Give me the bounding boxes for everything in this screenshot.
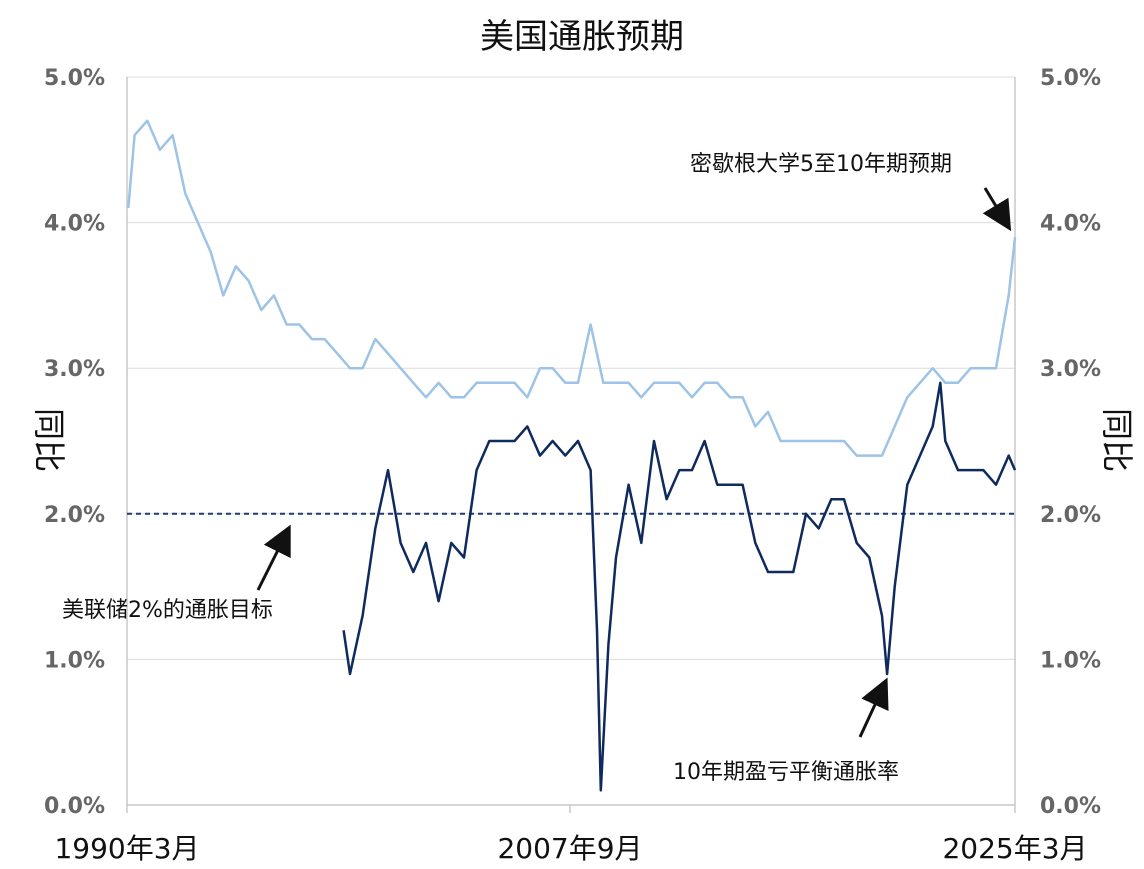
- x-tick-label: 2007年9月: [497, 832, 642, 865]
- annotation-michigan: 密歇根大学5至10年期预期: [690, 152, 952, 177]
- annotation-breakeven: 10年期盈亏平衡通胀率: [673, 760, 899, 785]
- chart-title: 美国通胀预期: [480, 17, 684, 57]
- y-tick-label: 1.0%: [44, 648, 105, 673]
- y-tick-label: 0.0%: [1040, 794, 1101, 819]
- x-tick-label: 2025年3月: [942, 832, 1087, 865]
- y-axis-label-right: 同比: [1098, 408, 1136, 472]
- y-tick-label: 4.0%: [1040, 212, 1101, 237]
- y-tick-label: 5.0%: [1040, 66, 1101, 91]
- annotation-fed-target: 美联储2%的通胀目标: [62, 598, 273, 623]
- breakeven-inflation-line: [342, 381, 1017, 792]
- x-tick-label: 1990年3月: [54, 832, 199, 865]
- y-axis-label-left: 同比: [30, 408, 68, 472]
- annotation-fed-target-arrow: [256, 524, 291, 591]
- y-tick-label: 0.0%: [44, 794, 105, 819]
- y-tick-label: 3.0%: [1040, 357, 1101, 382]
- annotation-michigan-arrow: [982, 187, 1012, 232]
- y-tick-label: 2.0%: [1040, 503, 1101, 528]
- y-tick-label: 5.0%: [44, 66, 105, 91]
- x-ticks: 1990年3月 2007年9月 2025年3月: [54, 805, 1088, 865]
- michigan-expectations-line: [127, 119, 1017, 457]
- y-tick-label: 4.0%: [44, 212, 105, 237]
- y-tick-label: 3.0%: [44, 357, 105, 382]
- y-tick-label: 1.0%: [1040, 648, 1101, 673]
- annotation-breakeven-arrow: [858, 677, 889, 738]
- y-tick-label: 2.0%: [44, 503, 105, 528]
- y-ticks-left: 0.0% 1.0% 2.0% 3.0% 4.0% 5.0%: [44, 66, 105, 819]
- y-ticks-right: 0.0% 1.0% 2.0% 3.0% 4.0% 5.0%: [1040, 66, 1101, 819]
